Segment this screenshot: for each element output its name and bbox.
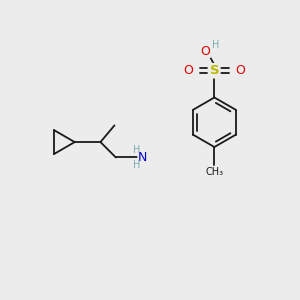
Text: O: O xyxy=(184,64,194,77)
Text: N: N xyxy=(138,151,147,164)
Text: O: O xyxy=(235,64,245,77)
Text: S: S xyxy=(210,64,219,77)
Text: CH₃: CH₃ xyxy=(205,167,224,177)
Text: H: H xyxy=(133,145,140,154)
Text: H: H xyxy=(212,40,219,50)
Text: H: H xyxy=(133,160,140,170)
Text: O: O xyxy=(200,44,210,58)
